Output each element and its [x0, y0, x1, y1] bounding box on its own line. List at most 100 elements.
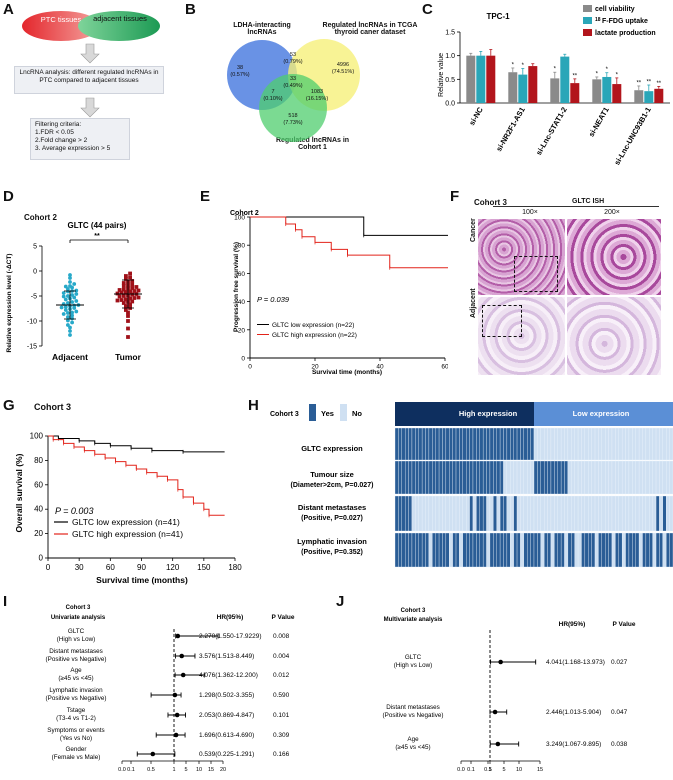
filtering-criteria-box: Filtering criteria: 1.FDR < 0.05 2.Fold …	[30, 118, 130, 160]
h-cell-2-4	[408, 495, 413, 532]
i-row-label-5: Symptoms or events	[47, 727, 104, 734]
h-cell-2-62	[605, 495, 609, 532]
h-cell-1-71	[635, 460, 640, 495]
j-row-label-2: Age	[407, 736, 419, 743]
h-cell-1-52	[571, 460, 575, 495]
d-point-adjacent-0	[68, 273, 72, 277]
h-cell-0-34	[510, 427, 514, 461]
d-point-adjacent-25	[63, 308, 68, 312]
panel-label-d: D	[3, 188, 14, 205]
c-sig-1-1: *	[522, 63, 525, 69]
g-xtick-label-4: 120	[166, 563, 180, 572]
h-cell-1-44	[543, 460, 548, 495]
h-cell-2-3	[404, 495, 409, 532]
f-mag-100: 100×	[522, 209, 538, 216]
c-bar-0-0	[466, 55, 476, 103]
d-ytick-label-4: -15	[27, 344, 37, 351]
h-cell-0-78	[659, 427, 664, 461]
h-cell-1-78	[659, 460, 664, 495]
h-cell-1-14	[442, 460, 447, 495]
h-cell-3-62	[605, 532, 609, 568]
d-point-adjacent-11	[70, 293, 74, 297]
h-cell-3-67	[621, 532, 626, 568]
h-cell-1-19	[459, 460, 463, 495]
h-cell-2-35	[513, 495, 518, 532]
venn-r0-n: 38	[237, 65, 243, 71]
g-xtick-label-1: 30	[75, 563, 84, 572]
h-cell-2-74	[645, 495, 650, 532]
c-sig-2-2: **	[572, 73, 577, 79]
d-point-adjacent-3	[72, 282, 77, 286]
e-xtick-label-2: 40	[376, 364, 384, 371]
h-cell-3-20	[462, 532, 467, 568]
g-xtick-label-3: 90	[137, 563, 146, 572]
h-cell-2-2	[401, 495, 406, 532]
h-cell-1-76	[652, 460, 657, 495]
h-cell-0-41	[533, 427, 538, 461]
venn-set1-label: LDHA-interacting lncRNAs	[233, 22, 291, 36]
h-cell-2-8	[421, 495, 426, 532]
h-cell-0-28	[489, 427, 494, 461]
g-xlabel: Survival time (months)	[96, 575, 188, 585]
d-point-adjacent-18	[66, 301, 70, 305]
h-cell-2-37	[520, 495, 525, 532]
h-cell-2-52	[571, 495, 575, 532]
h-cell-0-15	[445, 427, 450, 461]
d-point-adjacent-29	[70, 313, 74, 318]
i-xtick-label-3: 1	[172, 767, 175, 773]
criteria-title: Filtering criteria:	[35, 121, 82, 128]
j-hr-head: HR(95%)	[559, 621, 586, 628]
h-cell-1-53	[574, 460, 579, 495]
h-row-distant: Distant metastases	[298, 503, 366, 512]
h-cell-1-61	[601, 460, 606, 495]
d-xtick-adjacent: Adjacent	[52, 352, 88, 362]
d-point-tumor-9	[121, 287, 126, 292]
h-cell-3-68	[625, 532, 630, 568]
h-cell-1-75	[649, 460, 653, 495]
g-legend-1: GLTC high expression (n=41)	[72, 529, 183, 539]
h-cell-0-33	[506, 427, 511, 461]
i-p-text-3: 0.590	[273, 692, 290, 699]
h-cell-1-12	[435, 460, 440, 495]
h-cell-0-59	[594, 427, 599, 461]
h-cell-1-54	[577, 460, 582, 495]
h-cell-3-52	[571, 532, 575, 568]
h-cell-1-1	[398, 460, 402, 495]
h-cell-0-73	[642, 427, 647, 461]
h-cell-2-18	[455, 495, 460, 532]
venn-r1-n: 53	[290, 52, 296, 58]
g-ytick-label-1: 20	[34, 529, 43, 538]
h-cell-0-71	[635, 427, 640, 461]
d-point-adjacent-4	[68, 284, 72, 288]
legend-fdg: F-FDG uptake	[602, 18, 648, 25]
d-ytick-label-0: 5	[33, 244, 37, 251]
i-p-text-5: 0.309	[273, 732, 290, 739]
d-point-adjacent-2	[68, 280, 72, 284]
chart-c-ylabel: Relative value	[438, 53, 445, 97]
h-cell-2-33	[506, 495, 511, 532]
c-sig-1-0: *	[512, 62, 515, 68]
d-point-adjacent-22	[63, 305, 68, 309]
e-km-line-1	[250, 216, 448, 269]
c-bar-2-0	[550, 78, 560, 103]
h-cell-2-54	[577, 495, 582, 532]
venn-r2-p: (74.51%)	[332, 69, 354, 75]
i-xtick-label-2: 0.5	[147, 767, 155, 773]
h-cell-2-16	[449, 495, 453, 532]
h-cell-1-35	[513, 460, 518, 495]
h-cell-2-5	[411, 495, 416, 532]
h-cell-0-4	[408, 427, 413, 461]
g-xtick-label-6: 180	[228, 563, 242, 572]
h-cell-3-57	[588, 532, 592, 568]
h-cell-2-25	[479, 495, 484, 532]
h-cell-0-76	[652, 427, 657, 461]
f-title: GLTC ISH	[572, 198, 605, 205]
h-cell-3-79	[662, 532, 667, 568]
h-cell-2-51	[567, 495, 572, 532]
h-cell-1-4	[408, 460, 413, 495]
h-cell-3-54	[577, 532, 582, 568]
h-cell-2-44	[543, 495, 548, 532]
c-bar-1-1	[518, 74, 528, 103]
h-cell-3-28	[489, 532, 494, 568]
h-cell-1-72	[638, 460, 643, 495]
